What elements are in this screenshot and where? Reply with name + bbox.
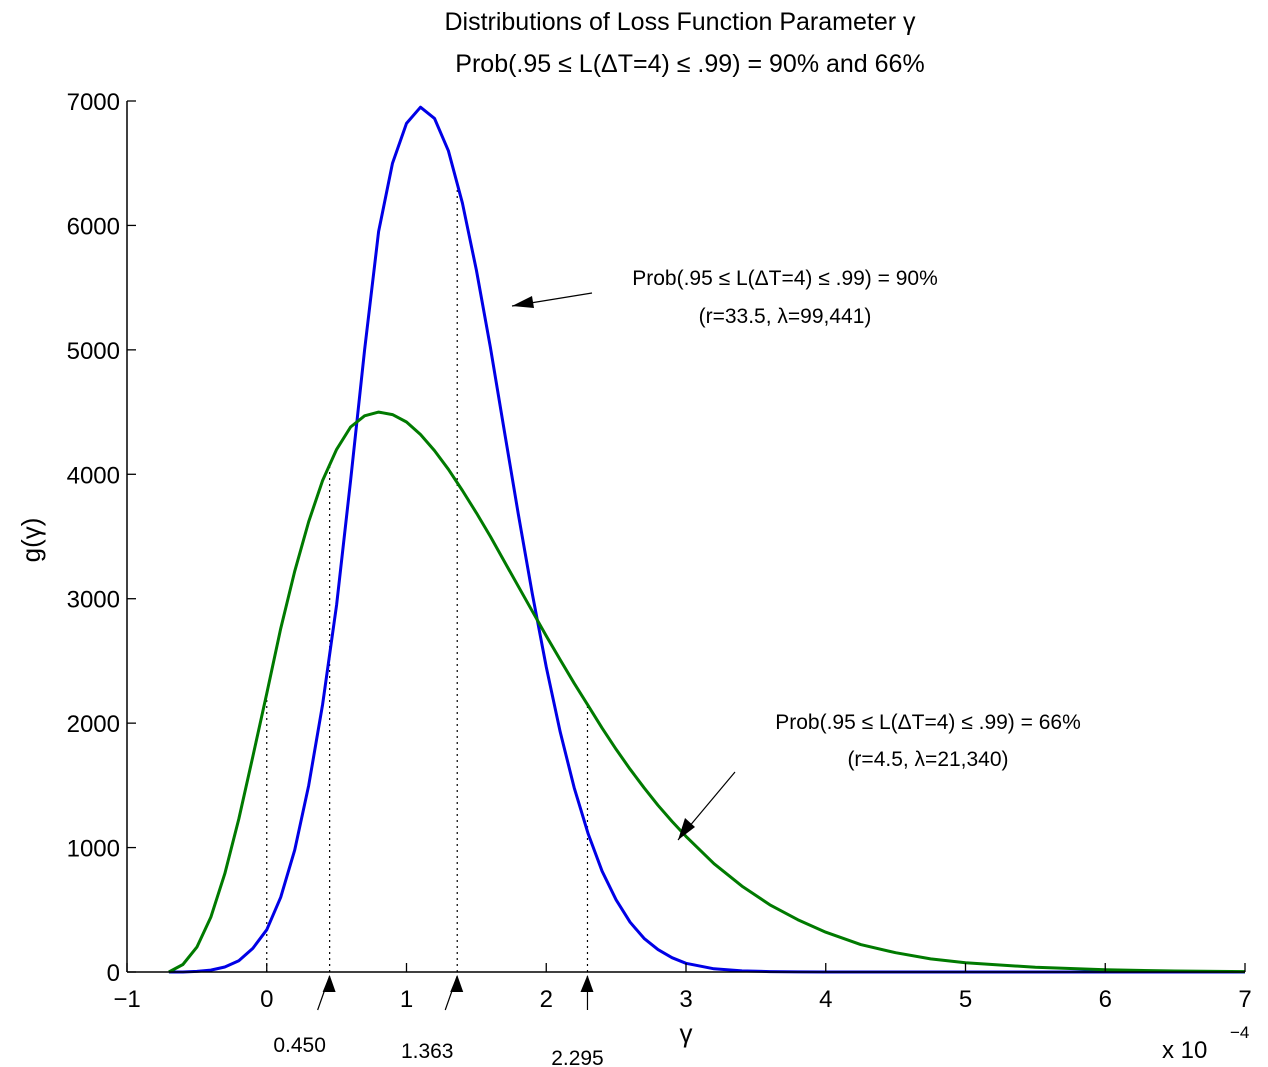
annotation-66-arrowhead: [678, 818, 695, 840]
annotation-90: Prob(.95 ≤ L(ΔT=4) ≤ .99) = 90% (r=33.5,…: [632, 267, 938, 328]
x-multiplier-exponent: −4: [1230, 1023, 1249, 1042]
series-line-1: [168, 410, 1246, 974]
y-tick-label: 3000: [67, 587, 120, 614]
marker-label-1: 1.363: [401, 1040, 454, 1063]
x-ticks: −1 0 1 2 3 4 5 6 7: [113, 963, 1252, 1013]
x-tick-label: 2: [540, 986, 553, 1013]
x-tick-label: 0: [260, 986, 273, 1013]
y-tick-label: 7000: [67, 89, 120, 116]
annotation-66: Prob(.95 ≤ L(ΔT=4) ≤ .99) = 66% (r=4.5, …: [775, 711, 1081, 771]
annotation-arrows: [511, 292, 736, 841]
x-tick-label: −1: [113, 986, 140, 1013]
x-tick-label: 4: [819, 986, 832, 1013]
y-tick-label: 1000: [67, 836, 120, 863]
marker-arrowhead-1: [450, 975, 464, 992]
x-tick-label: 1: [400, 986, 413, 1013]
markers: 0.450 1.363 2.295: [273, 975, 604, 1067]
y-tick-label: 4000: [67, 462, 120, 489]
annotation-66-line1: Prob(.95 ≤ L(ΔT=4) ≤ .99) = 66%: [775, 711, 1081, 734]
y-tick-label: 2000: [67, 711, 120, 738]
series-line-0: [168, 105, 1245, 974]
annotation-90-line1: Prob(.95 ≤ L(ΔT=4) ≤ .99) = 90%: [632, 267, 938, 290]
marker-arrowhead-0: [322, 975, 336, 992]
marker-label-0: 0.450: [273, 1034, 326, 1057]
marker-label-2: 2.295: [551, 1047, 604, 1067]
y-tick-label: 6000: [67, 213, 120, 240]
x-multiplier-base: x 10: [1162, 1037, 1207, 1064]
x-axis-label: γ: [680, 1018, 693, 1048]
annotation-66-line2: (r=4.5, λ=21,340): [847, 748, 1008, 771]
x-tick-label: 7: [1238, 986, 1251, 1013]
plot-area: [168, 105, 1246, 974]
x-tick-label: 6: [1099, 986, 1112, 1013]
y-ticks: 0 1000 2000 3000 4000 5000 6000 7000: [67, 89, 136, 987]
x-tick-label: 3: [679, 986, 692, 1013]
y-tick-label: 0: [107, 960, 120, 987]
annotation-90-line2: (r=33.5, λ=99,441): [699, 305, 872, 328]
annotation-90-arrowhead: [512, 296, 534, 308]
y-axis-label: g(γ): [16, 518, 46, 563]
axes: [126, 101, 1245, 973]
x-tick-label: 5: [959, 986, 972, 1013]
marker-arrowhead-2: [580, 975, 594, 992]
chart-subtitle: Prob(.95 ≤ L(ΔT=4) ≤ .99) = 90% and 66%: [455, 50, 924, 78]
x-multiplier: x 10 −4: [1162, 1023, 1249, 1064]
chart-title: Distributions of Loss Function Parameter…: [444, 8, 916, 36]
y-tick-label: 5000: [67, 338, 120, 365]
